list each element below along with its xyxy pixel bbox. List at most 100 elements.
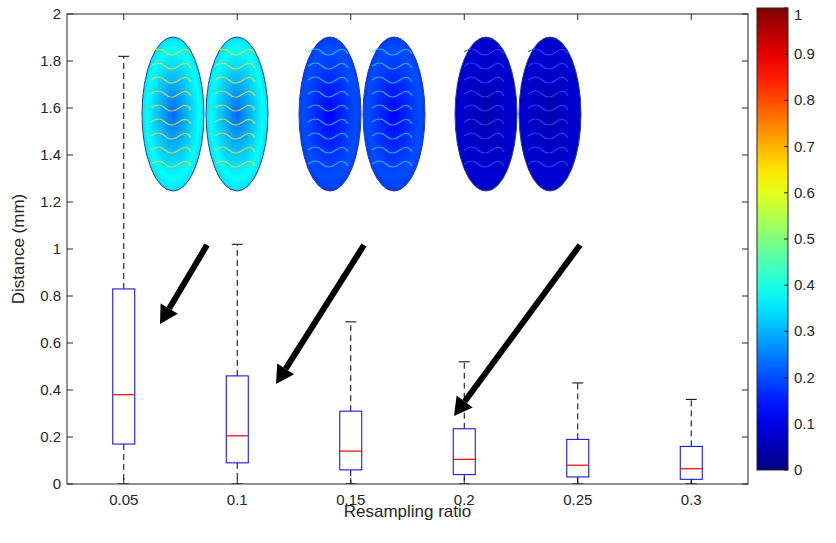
- lower-whisker: [691, 479, 692, 484]
- y-tick-label: 1: [53, 240, 61, 257]
- max-cap: [572, 382, 583, 383]
- colorbar-tick: [784, 423, 788, 424]
- sulcus: [528, 63, 568, 69]
- upper-whisker: [123, 56, 124, 289]
- box: [340, 411, 362, 470]
- x-tick: [123, 14, 124, 20]
- sulcus: [308, 105, 348, 111]
- hemisphere: [206, 37, 268, 191]
- sulcus: [464, 91, 504, 97]
- sulcus: [464, 77, 504, 83]
- colorbar-tick-label: 0.1: [794, 415, 815, 432]
- chart: 00.20.40.60.811.21.41.61.820.050.10.150.…: [0, 0, 836, 543]
- y-tick-label: 2: [53, 5, 61, 22]
- sulcus: [308, 63, 348, 69]
- x-tick: [237, 14, 238, 20]
- max-cap: [232, 244, 243, 245]
- y-tick-label: 1.2: [40, 193, 61, 210]
- hemisphere: [455, 37, 517, 191]
- boxes: [113, 56, 703, 484]
- colorbar-tick: [784, 470, 788, 471]
- sulcus: [372, 147, 412, 153]
- y-tick: [67, 249, 73, 250]
- sulcus: [308, 119, 348, 125]
- min-cap: [686, 484, 697, 485]
- box: [453, 429, 475, 475]
- sulcus: [372, 161, 412, 167]
- sulcus: [215, 77, 255, 83]
- y-tick: [742, 61, 748, 62]
- sulcus: [151, 161, 191, 167]
- y-tick: [67, 202, 73, 203]
- lower-whisker: [237, 463, 238, 484]
- sulcus: [215, 133, 255, 139]
- colorbar-tick-label: 0.9: [794, 45, 815, 62]
- colorbar-tick: [784, 331, 788, 332]
- y-tick-label: 0.4: [40, 381, 61, 398]
- hemisphere: [519, 37, 581, 191]
- y-tick: [67, 155, 73, 156]
- sulcus: [372, 105, 412, 111]
- hemisphere: [299, 37, 361, 191]
- sulcus: [308, 161, 348, 167]
- y-tick: [67, 296, 73, 297]
- x-tick: [350, 14, 351, 20]
- y-tick: [67, 437, 73, 438]
- sulcus: [528, 119, 568, 125]
- median: [113, 394, 135, 395]
- colorbar-tick-label: 0.6: [794, 184, 815, 201]
- x-tick: [464, 14, 465, 20]
- sulcus: [528, 91, 568, 97]
- y-tick-label: 1.6: [40, 99, 61, 116]
- x-tick-label: 0.3: [681, 491, 702, 508]
- upper-whisker: [350, 322, 351, 411]
- sulcus: [528, 161, 568, 167]
- y-tick: [742, 343, 748, 344]
- upper-whisker: [577, 383, 578, 439]
- sulcus: [528, 133, 568, 139]
- sulcus: [308, 147, 348, 153]
- sulcus: [215, 119, 255, 125]
- brain-image: [142, 37, 268, 191]
- y-tick: [742, 14, 748, 15]
- arrow-head: [160, 303, 178, 324]
- colorbar: [757, 8, 788, 470]
- median: [340, 451, 362, 452]
- sulcus: [215, 49, 255, 55]
- sulcus: [372, 133, 412, 139]
- y-tick: [67, 484, 73, 485]
- sulcus: [151, 147, 191, 153]
- colorbar-tick: [784, 8, 788, 9]
- sulcus: [464, 49, 504, 55]
- y-tick-label: 0.6: [40, 334, 61, 351]
- max-cap: [345, 321, 356, 322]
- sulcus: [151, 63, 191, 69]
- box: [113, 289, 135, 444]
- sulcus: [372, 77, 412, 83]
- x-tick: [577, 14, 578, 20]
- sulcus: [372, 63, 412, 69]
- sulcus: [151, 105, 191, 111]
- sulcus: [308, 91, 348, 97]
- x-tick-label: 0.25: [563, 491, 592, 508]
- sulcus: [464, 105, 504, 111]
- brain-image: [299, 37, 425, 191]
- sulcus: [528, 105, 568, 111]
- sulcus: [528, 77, 568, 83]
- max-cap: [686, 399, 697, 400]
- sulcus: [464, 63, 504, 69]
- sulcus: [372, 49, 412, 55]
- y-tick: [67, 343, 73, 344]
- sulcus: [215, 161, 255, 167]
- min-cap: [572, 484, 583, 485]
- y-tick-label: 1.8: [40, 52, 61, 69]
- sulcus: [151, 133, 191, 139]
- x-tick-label: 0.1: [227, 491, 248, 508]
- min-cap: [118, 484, 129, 485]
- sulcus: [372, 91, 412, 97]
- upper-whisker: [464, 362, 465, 429]
- x-axis-label: Resampling ratio: [344, 502, 472, 521]
- y-tick: [742, 202, 748, 203]
- lower-whisker: [464, 475, 465, 484]
- min-cap: [345, 484, 356, 485]
